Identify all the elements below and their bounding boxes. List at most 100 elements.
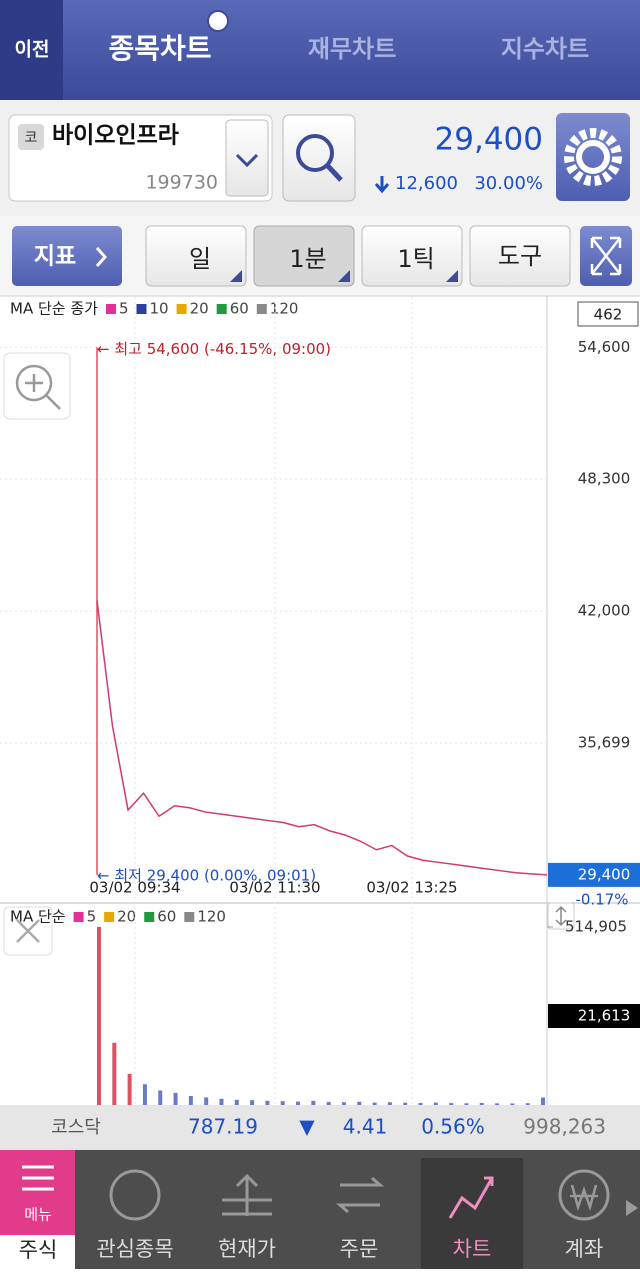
indicator-label[interactable]: 지표 xyxy=(34,244,76,270)
tools-label[interactable]: 도구 xyxy=(498,242,542,270)
price-rate: 30.00% xyxy=(474,173,543,194)
nav-tab-active[interactable] xyxy=(0,1235,75,1269)
legend-label: 60 xyxy=(157,908,176,926)
legend-label: 120 xyxy=(197,908,226,926)
y-tick-label: 54,600 xyxy=(578,338,631,356)
volume-bar xyxy=(250,1100,255,1105)
legend-label: 20 xyxy=(117,908,136,926)
dropdown-button[interactable] xyxy=(225,119,269,197)
low-label: ← 최저 29,400 (0.00%, 09:01) xyxy=(97,866,316,884)
count-box xyxy=(577,301,639,327)
tab-active[interactable]: 종목차트 xyxy=(108,32,211,65)
index-name: 코스닥 xyxy=(51,1117,101,1138)
gear-icon xyxy=(564,128,622,186)
x-tick-label: 03/02 09:34 xyxy=(89,879,180,897)
volume-bar xyxy=(311,1100,316,1105)
index-rate: 0.56% xyxy=(421,1115,485,1139)
close-line xyxy=(96,600,548,876)
period-button[interactable] xyxy=(361,225,463,287)
back-button[interactable] xyxy=(0,0,63,100)
volume-bar xyxy=(464,1103,469,1105)
zoom-icon xyxy=(15,364,53,402)
close-icon xyxy=(16,919,40,943)
nav-icon xyxy=(109,1169,161,1221)
nav-label[interactable]: 관심종목 xyxy=(96,1237,173,1261)
volume-bar xyxy=(97,927,101,1105)
index-bar xyxy=(0,1105,640,1150)
volume-bar xyxy=(158,1090,163,1105)
period-label[interactable]: 1분 xyxy=(289,245,326,273)
volume-bar xyxy=(173,1092,178,1105)
stock-box[interactable] xyxy=(8,114,273,202)
nav-icon xyxy=(570,1184,598,1212)
current-price-marker xyxy=(548,862,640,887)
nav-icon xyxy=(336,1176,384,1214)
volume-bar xyxy=(127,1073,132,1105)
market-label: 코 xyxy=(25,130,38,146)
current-volume-label: 21,613 xyxy=(578,1007,631,1025)
legend-label: 10 xyxy=(150,300,169,318)
menu-label[interactable]: 메뉴 xyxy=(24,1206,52,1224)
legend-swatch xyxy=(136,304,147,314)
volume-bar xyxy=(326,1101,331,1105)
volume-bar xyxy=(265,1100,270,1105)
tab[interactable]: 지수차트 xyxy=(501,35,589,63)
nav-tab-selected[interactable] xyxy=(421,1158,523,1269)
nav-icon xyxy=(448,1176,494,1219)
dropdown-icon xyxy=(235,153,259,168)
volume-bar xyxy=(296,1101,301,1105)
y-tick-label: 48,300 xyxy=(578,470,631,488)
search-button[interactable] xyxy=(282,114,356,202)
legend-swatch xyxy=(216,304,227,314)
volume-bar xyxy=(234,1099,239,1105)
index-volume: 998,263 xyxy=(523,1115,606,1139)
volume-bar xyxy=(204,1097,209,1105)
legend-swatch xyxy=(104,912,115,922)
nav-icon xyxy=(558,1169,610,1221)
tab[interactable]: 재무차트 xyxy=(308,35,396,63)
period-label[interactable]: 1틱 xyxy=(397,245,434,273)
volume-bar xyxy=(112,1042,117,1105)
resize-icon xyxy=(555,905,567,927)
period-label[interactable]: 일 xyxy=(189,245,211,273)
volume-bar xyxy=(280,1101,285,1105)
menu-button[interactable] xyxy=(0,1150,75,1235)
indicator-button[interactable] xyxy=(12,226,122,286)
current-volume-box xyxy=(548,1004,640,1028)
zoom-button[interactable] xyxy=(3,352,71,420)
y-tick-label: 35,699 xyxy=(578,733,631,751)
corner-mark xyxy=(446,270,458,282)
legend-swatch xyxy=(176,304,187,314)
back-label[interactable]: 이전 xyxy=(15,39,50,61)
header xyxy=(0,0,640,100)
current-price: 29,400 xyxy=(435,122,543,158)
volume-bar xyxy=(341,1102,346,1105)
nav-label[interactable]: 주식 xyxy=(19,1238,58,1262)
period-button[interactable] xyxy=(145,225,247,287)
period-button-selected[interactable] xyxy=(253,225,355,287)
legend-swatch xyxy=(105,304,116,314)
volume-bar xyxy=(219,1098,224,1105)
nav-label[interactable]: 주문 xyxy=(340,1237,379,1261)
search-icon xyxy=(296,134,334,172)
nav-label[interactable]: 계좌 xyxy=(565,1237,604,1261)
legend-title: MA 단순 종가 xyxy=(10,300,98,318)
tools-button[interactable] xyxy=(469,225,571,287)
nav-more[interactable] xyxy=(626,1200,638,1216)
nav-label[interactable]: 현재가 xyxy=(218,1237,276,1261)
nav-icon xyxy=(222,1173,272,1216)
legend-label: 5 xyxy=(87,908,97,926)
current-price-label: 29,400 xyxy=(578,865,631,883)
corner-mark xyxy=(338,270,350,282)
volume-bar xyxy=(541,1097,545,1105)
expand-icon xyxy=(590,236,622,276)
volume-bar xyxy=(357,1101,362,1105)
legend-label: 20 xyxy=(190,300,209,318)
market-badge xyxy=(18,124,44,150)
nav-label[interactable]: 차트 xyxy=(453,1237,492,1261)
legend-title: MA 단순 xyxy=(10,908,66,926)
volume-bar xyxy=(495,1103,500,1105)
x-tick-label: 03/02 11:30 xyxy=(229,879,320,897)
